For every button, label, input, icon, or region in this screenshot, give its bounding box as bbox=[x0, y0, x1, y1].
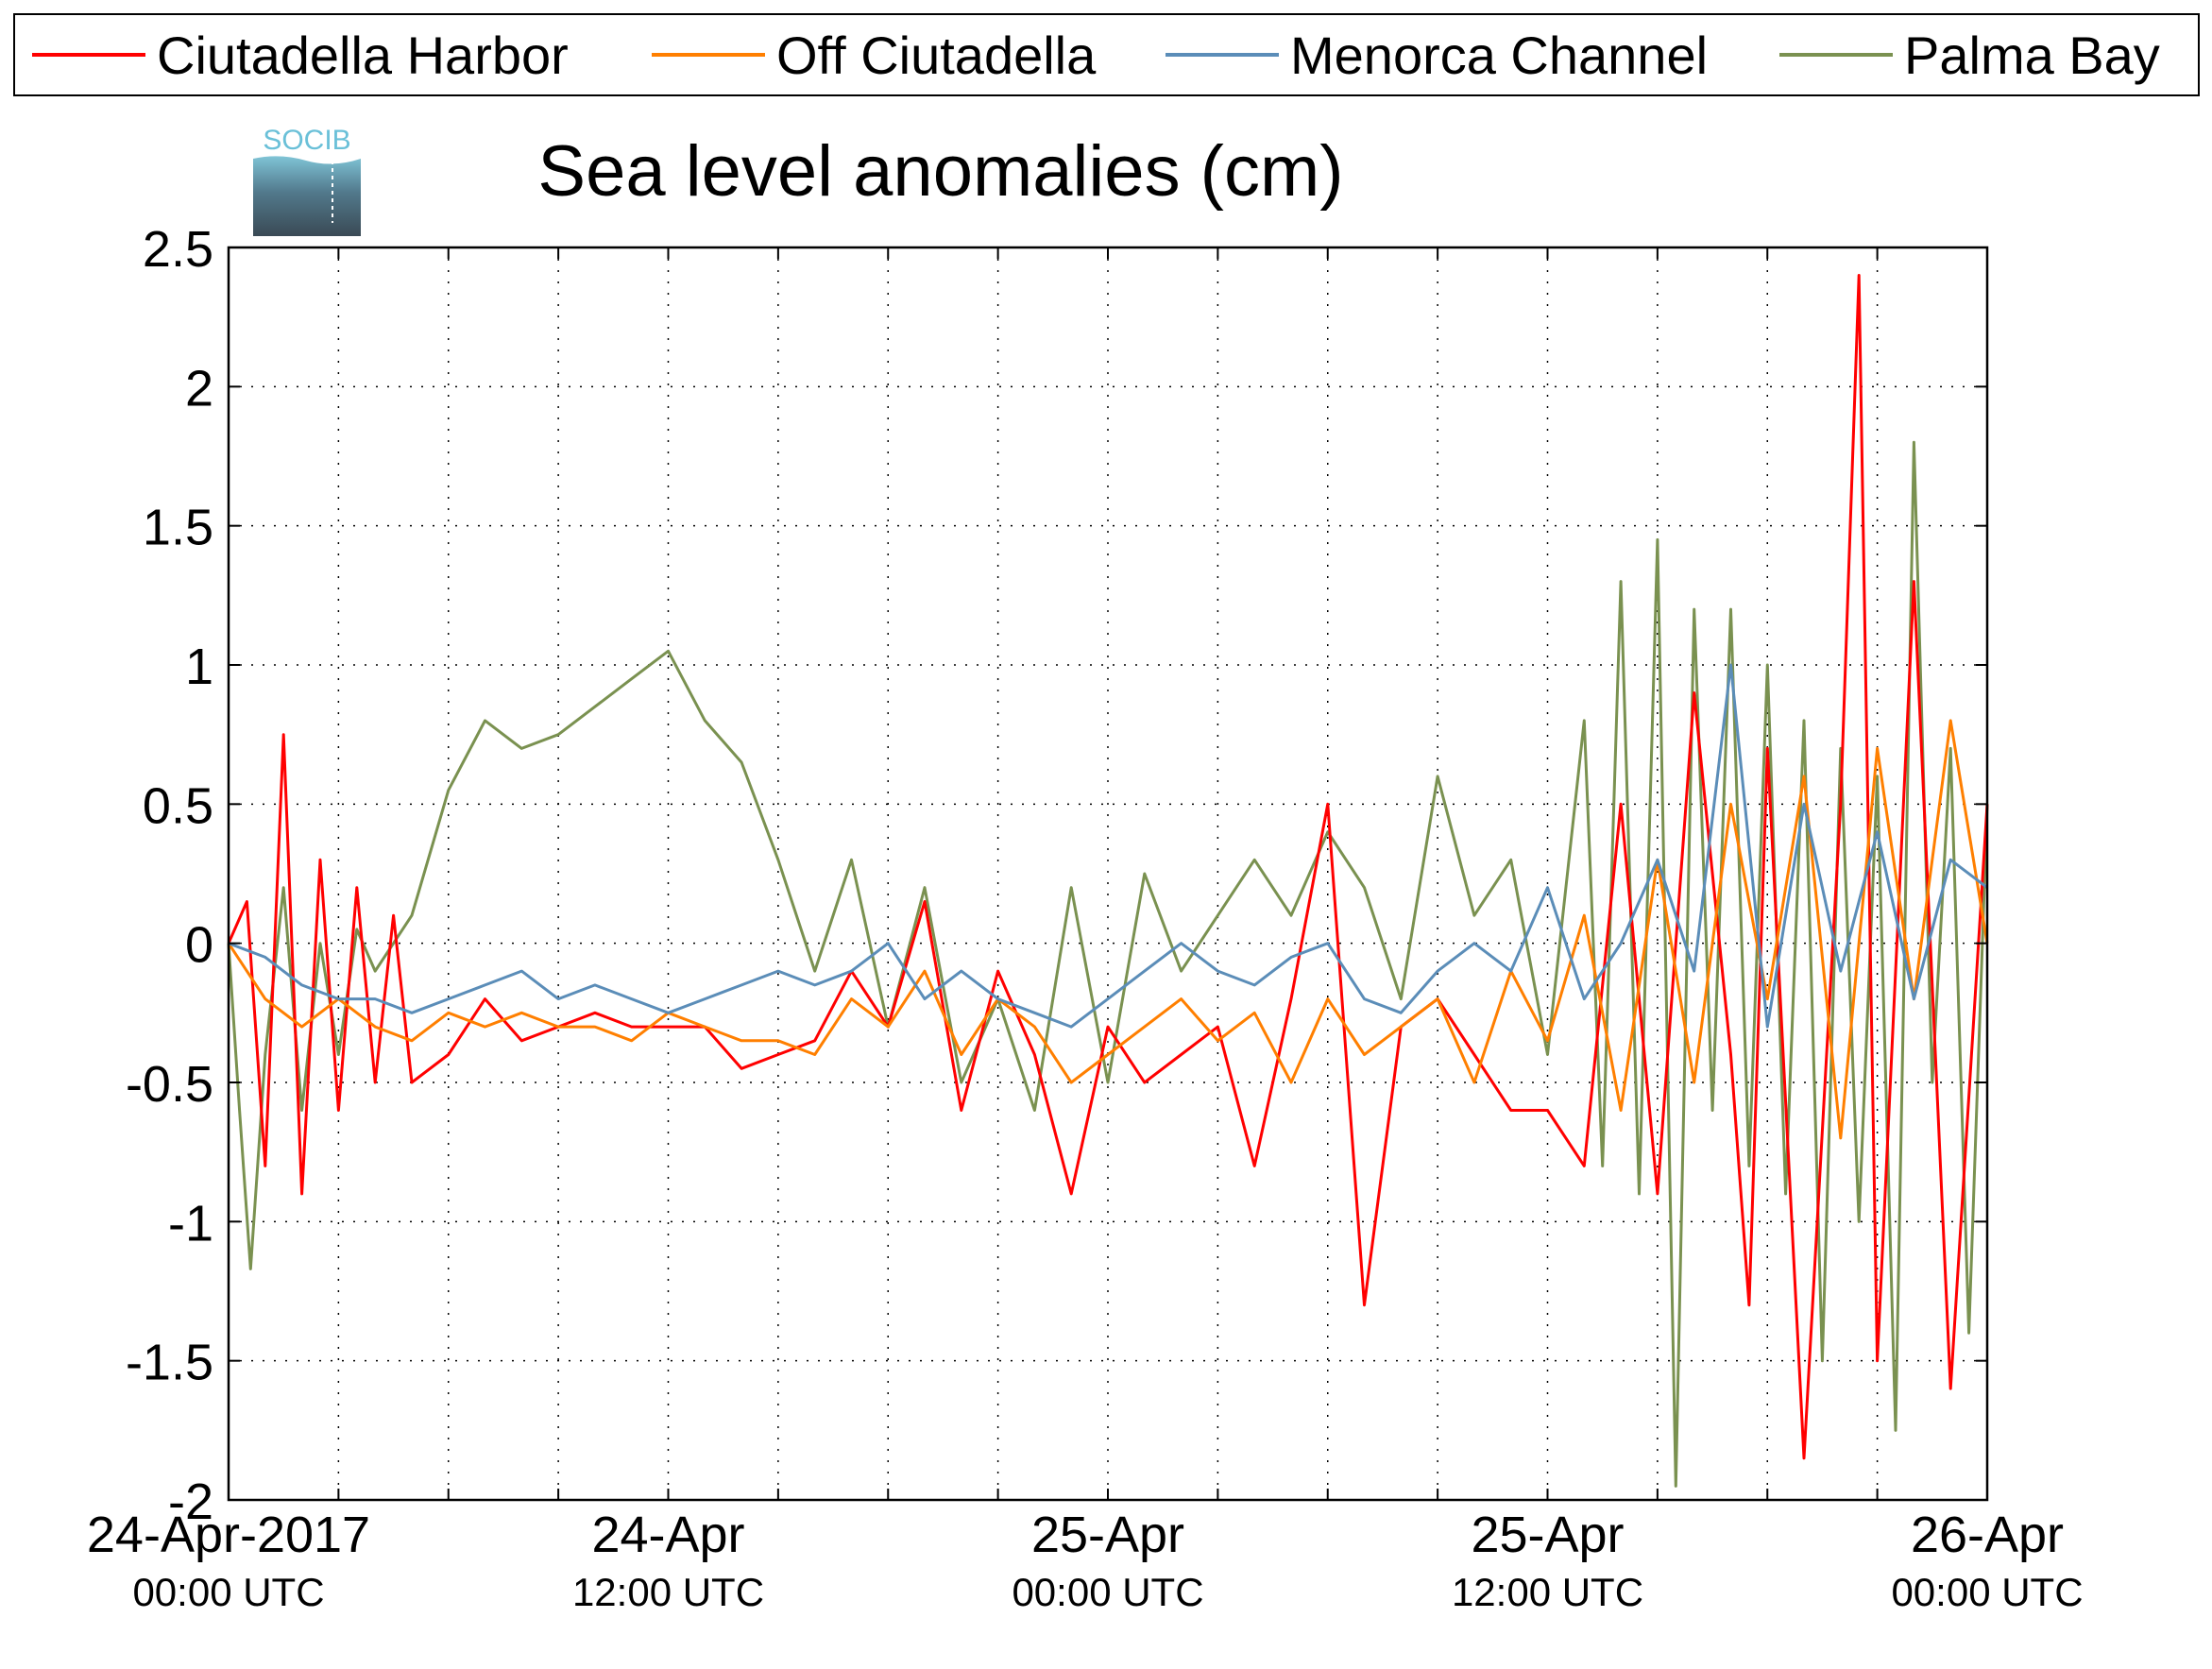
series-line-palma-bay bbox=[227, 440, 1989, 1488]
y-tick-label: 0.5 bbox=[143, 777, 213, 834]
y-tick-label: -0.5 bbox=[126, 1056, 213, 1113]
legend-label: Ciutadella Harbor bbox=[157, 25, 569, 85]
y-tick-label: 1 bbox=[185, 639, 213, 695]
legend-swatch bbox=[1166, 53, 1279, 57]
y-tick-label: 0 bbox=[185, 917, 213, 974]
series-line-ciutadella-harbor bbox=[227, 274, 1989, 1460]
x-tick-label-date: 24-Apr-2017 bbox=[87, 1507, 370, 1563]
legend-item: Palma Bay bbox=[1779, 15, 2160, 94]
x-tick-label-time: 12:00 UTC bbox=[572, 1570, 764, 1614]
y-tick-label: 2.5 bbox=[143, 221, 213, 278]
x-tick-label-date: 25-Apr bbox=[1031, 1507, 1184, 1563]
x-tick-label-date: 26-Apr bbox=[1911, 1507, 2064, 1563]
y-tick-label: -2 bbox=[168, 1473, 213, 1530]
y-tick-label: -1.5 bbox=[126, 1335, 213, 1391]
x-tick-label-time: 00:00 UTC bbox=[1891, 1570, 2083, 1614]
socib-logo: SOCIB bbox=[251, 119, 363, 238]
x-tick-label-date: 24-Apr bbox=[591, 1507, 744, 1563]
legend-item: Menorca Channel bbox=[1166, 15, 1708, 94]
series-line-off-ciutadella bbox=[227, 719, 1989, 1140]
legend-label: Menorca Channel bbox=[1290, 25, 1709, 85]
legend: Ciutadella Harbor Off Ciutadella Menorca C… bbox=[13, 13, 2200, 96]
legend-label: Off Ciutadella bbox=[776, 25, 1097, 85]
legend-swatch bbox=[652, 53, 765, 57]
y-tick-label: -1 bbox=[168, 1195, 213, 1252]
legend-swatch bbox=[32, 53, 145, 57]
chart-title: Sea level anomalies (cm) bbox=[537, 131, 1344, 212]
legend-label: Palma Bay bbox=[1904, 25, 2160, 85]
x-tick-label-time: 00:00 UTC bbox=[1012, 1570, 1203, 1614]
x-tick-label-date: 25-Apr bbox=[1471, 1507, 1624, 1563]
series-line-menorca-channel bbox=[228, 663, 1988, 1029]
legend-swatch bbox=[1779, 53, 1893, 57]
legend-item: Off Ciutadella bbox=[652, 15, 1096, 94]
y-tick-label: 2 bbox=[185, 360, 213, 417]
x-tick-label-time: 12:00 UTC bbox=[1452, 1570, 1643, 1614]
y-tick-label: 1.5 bbox=[143, 500, 213, 556]
legend-item: Ciutadella Harbor bbox=[32, 15, 569, 94]
logo-text: SOCIB bbox=[263, 125, 350, 156]
x-tick-label-time: 00:00 UTC bbox=[132, 1570, 324, 1614]
